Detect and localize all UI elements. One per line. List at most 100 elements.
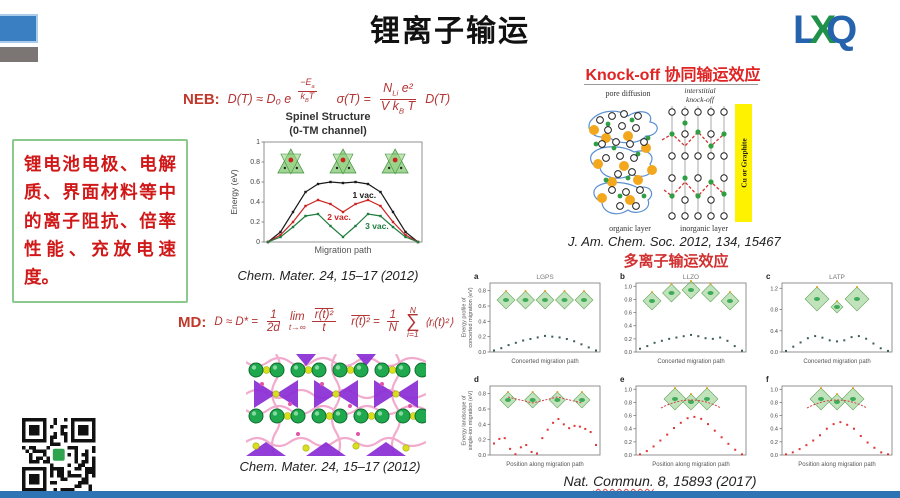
svg-text:0.6: 0.6 [770, 414, 778, 420]
logo-letter-l: L [793, 8, 818, 52]
svg-text:0.8: 0.8 [250, 159, 260, 166]
neb-sigma-fraction: NLi e² V kB T [380, 81, 416, 115]
svg-text:Concerted migration path: Concerted migration path [511, 359, 578, 365]
md-crystal-structure-image [246, 354, 426, 456]
svg-text:0.4: 0.4 [624, 427, 632, 433]
svg-text:0.0: 0.0 [624, 350, 632, 356]
knockoff-diagram: pore diffusion interstitial knock-off [588, 86, 752, 233]
svg-text:0.8: 0.8 [478, 392, 486, 398]
panel-f-chart: 0.0 0.2 0.4 0.6 0.8 1.0f Position along migrat… [766, 375, 893, 468]
neb-sigma-rhs: D(T) [425, 92, 451, 106]
key-points-text: 锂电池电极、电解质、界面材料等中的离子阻抗、倍率性能、充放电速度。 [24, 154, 176, 288]
svg-text:Concerted migration path: Concerted migration path [803, 359, 870, 365]
md-sum-term: ⟨rᵢ(t)²⟩ [424, 316, 454, 329]
svg-text:0.2: 0.2 [478, 335, 486, 341]
svg-text:c: c [766, 272, 771, 281]
svg-text:1: 1 [256, 139, 260, 146]
svg-text:e: e [620, 375, 625, 384]
organic-layer-label: organic layer [609, 224, 651, 233]
svg-text:0.2: 0.2 [624, 337, 632, 343]
svg-text:0.0: 0.0 [478, 350, 486, 356]
svg-text:0.8: 0.8 [770, 308, 778, 314]
svg-text:0.2: 0.2 [250, 219, 260, 226]
logo-letter-x: X [809, 8, 837, 52]
svg-text:0.6: 0.6 [478, 304, 486, 310]
knockoff-title: Knock-off 协同输运效应 [585, 67, 761, 84]
svg-text:LGPS: LGPS [536, 274, 554, 281]
md-equation: MD: D ≈ D* = 1 2d lim t→∞ r(t)² t r(t)² = 1… [178, 304, 454, 340]
svg-text:b: b [620, 272, 625, 281]
svg-text:Position along migration path: Position along migration path [506, 462, 583, 468]
svg-text:f: f [766, 375, 769, 384]
svg-text:1.0: 1.0 [624, 284, 632, 290]
md-limit: lim t→∞ [288, 310, 306, 333]
panel-c-chart: 0.0 0.4 0.8 1.2 c LATP Concerted migration pat… [766, 272, 893, 365]
neb-equation: NEB: D(T) ≈ D₀ e −Ea kBT σ(T) = NLi e² V kB… [183, 76, 451, 120]
svg-text:a: a [474, 272, 479, 281]
cu-graphite-bar [735, 104, 752, 222]
md-msd-lhs: r(t)² = [351, 315, 380, 328]
svg-text:Position along migration path: Position along migration path [798, 462, 875, 468]
svg-text:0.6: 0.6 [624, 311, 632, 317]
svg-text:0.2: 0.2 [478, 438, 486, 444]
svg-text:LLZO: LLZO [683, 274, 699, 281]
panel-e-chart: 0.0 0.2 0.4 0.6 0.8 1.0 e Position along migrat… [620, 375, 747, 468]
svg-text:0.4: 0.4 [478, 319, 486, 325]
knockoff-rule [584, 84, 758, 85]
svg-text:0.4: 0.4 [770, 329, 778, 335]
md-label: MD: [178, 313, 207, 331]
deco-gray-bar [0, 47, 38, 62]
svg-text:1.0: 1.0 [624, 387, 632, 393]
svg-text:0.0: 0.0 [770, 350, 778, 356]
neb-diffusion-lhs: D(T) ≈ D₀ e [227, 92, 292, 106]
svg-text:d: d [474, 375, 479, 384]
svg-text:0.6: 0.6 [250, 179, 260, 186]
svg-text:single-ion migration (eV): single-ion migration (eV) [468, 391, 474, 451]
spinel-energy-chart: 0 0.2 0.4 0.6 0.8 1 Migration path Energy (eV) 1… [229, 139, 423, 255]
neb-label: NEB: [183, 90, 220, 108]
svg-text:1.0: 1.0 [770, 387, 778, 393]
svg-text:1.2: 1.2 [770, 286, 778, 292]
svg-text:0.4: 0.4 [770, 427, 778, 433]
multi-ion-title: 多离子输运效应 [623, 253, 729, 270]
md-prefactor-fraction: 1 2d [267, 308, 280, 335]
svg-text:0.6: 0.6 [478, 407, 486, 413]
svg-text:concerted migration (eV): concerted migration (eV) [468, 287, 474, 347]
svg-text:0.4: 0.4 [250, 199, 260, 206]
svg-text:0.8: 0.8 [624, 297, 632, 303]
svg-text:0.4: 0.4 [624, 324, 632, 330]
svg-text:0.0: 0.0 [770, 453, 778, 459]
svg-text:0: 0 [256, 239, 260, 246]
citation-nat: Nat. Commun. 8, 15893 (2017) [563, 473, 757, 489]
svg-text:0.4: 0.4 [478, 422, 486, 428]
nat-commun-underlined: Commun. [593, 473, 654, 489]
panel-b-chart: 0.0 0.2 0.4 0.6 0.8 1.0 b LLZO Concerted migrati… [620, 272, 747, 365]
citation-spinel: Chem. Mater. 24, 15–17 (2012) [237, 268, 419, 283]
svg-text:0.8: 0.8 [770, 400, 778, 406]
key-points-box: 锂电池电极、电解质、界面材料等中的离子阻抗、倍率性能、充放电速度。 [12, 139, 188, 303]
md-sum: N ∑ i=1 [406, 304, 420, 340]
svg-text:Energy profile of: Energy profile of [462, 297, 468, 338]
svg-text:0.2: 0.2 [624, 440, 632, 446]
svg-text:2 vac.: 2 vac. [327, 212, 351, 222]
svg-text:0.0: 0.0 [624, 453, 632, 459]
svg-text:0.2: 0.2 [770, 440, 778, 446]
svg-text:Energy (eV): Energy (eV) [229, 169, 239, 215]
svg-text:LATP: LATP [829, 274, 845, 281]
bottom-accent-bar [0, 491, 900, 498]
neb-sigma-lhs: σ(T) = [336, 92, 371, 106]
spinel-figure-title: Spinel Structure (0-TM channel) [285, 111, 371, 138]
panel-d-chart: 0.0 0.2 0.4 0.6 0.8 d Position along migration… [462, 375, 601, 468]
neb-exponent-fraction: −Ea kBT [298, 76, 317, 104]
logo-letter-q: Q [826, 8, 858, 52]
svg-text:0.8: 0.8 [478, 289, 486, 295]
cu-graphite-label: Cu or Graphite [740, 138, 749, 188]
panel-a-chart: 0.0 0.2 0.4 0.6 0.8 a LGPS Concerted migration … [462, 272, 601, 365]
svg-text:1 vac.: 1 vac. [352, 190, 376, 200]
page-title: 锂离子输运 [370, 15, 530, 48]
svg-text:0.6: 0.6 [624, 414, 632, 420]
interstitial-label: interstitial [684, 86, 715, 95]
svg-text:0.0: 0.0 [478, 453, 486, 459]
